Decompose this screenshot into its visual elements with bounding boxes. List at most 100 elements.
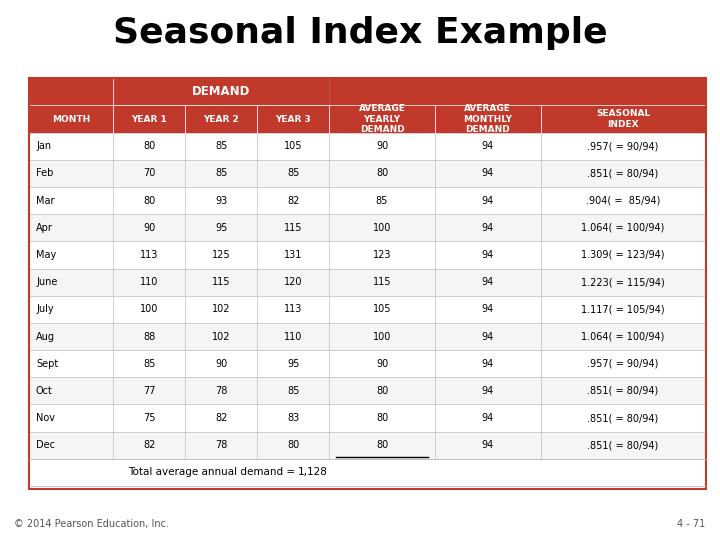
Text: 120: 120 [284,277,302,287]
Bar [114,160,185,187]
Text: 1.309( = 123/94): 1.309( = 123/94) [581,250,665,260]
Text: 94: 94 [482,359,494,369]
Text: DEMAND: DEMAND [192,85,251,98]
Text: 83: 83 [287,413,300,423]
Text: 85: 85 [287,386,300,396]
Text: 1.064( = 100/94): 1.064( = 100/94) [582,223,665,233]
Bar [541,404,706,431]
Bar [29,377,114,404]
Bar [435,214,541,241]
Text: 94: 94 [482,440,494,450]
Bar [114,377,185,404]
Bar [29,241,114,268]
Bar [541,133,706,160]
Bar [114,268,185,296]
Bar [114,296,185,323]
Bar [185,323,257,350]
Bar [257,133,329,160]
Bar [114,187,185,214]
Text: 113: 113 [284,305,302,314]
Bar [541,296,706,323]
Text: 1.117( = 105/94): 1.117( = 105/94) [581,305,665,314]
Bar [29,133,114,160]
Bar [29,160,114,187]
Text: 78: 78 [215,386,228,396]
Bar [435,160,541,187]
Bar [435,323,541,350]
Text: 85: 85 [143,359,156,369]
Text: 82: 82 [287,195,300,206]
Text: 94: 94 [482,305,494,314]
Text: .957( = 90/94): .957( = 90/94) [588,141,659,151]
Text: 80: 80 [376,413,388,423]
Bar [329,377,435,404]
Text: .851( = 80/94): .851( = 80/94) [588,168,659,178]
Bar [29,296,114,323]
Bar [435,133,541,160]
Bar [435,241,541,268]
Text: Seasonal Index Example: Seasonal Index Example [113,16,607,50]
Bar [329,133,435,160]
Text: 82: 82 [215,413,228,423]
Bar [435,187,541,214]
Text: 4 - 71: 4 - 71 [678,519,706,529]
Bar [185,350,257,377]
Text: 85: 85 [215,141,228,151]
Bar [29,268,114,296]
Bar [257,160,329,187]
Bar [435,105,541,133]
Text: 77: 77 [143,386,156,396]
Text: 80: 80 [143,195,156,206]
Text: .851( = 80/94): .851( = 80/94) [588,386,659,396]
Text: AVERAGE
MONTHLY
DEMAND: AVERAGE MONTHLY DEMAND [463,104,512,134]
Bar [329,296,435,323]
Bar [114,323,185,350]
Text: May: May [36,250,56,260]
Text: 115: 115 [373,277,391,287]
Bar [29,105,114,133]
Bar [541,268,706,296]
Text: 94: 94 [482,168,494,178]
Text: 105: 105 [373,305,391,314]
Bar [541,431,706,459]
Bar [257,296,329,323]
Text: SEASONAL
INDEX: SEASONAL INDEX [596,110,650,129]
Text: 94: 94 [482,386,494,396]
Bar [257,323,329,350]
Text: 94: 94 [482,141,494,151]
Text: .851( = 80/94): .851( = 80/94) [588,440,659,450]
Text: 110: 110 [284,332,302,341]
Bar [185,105,257,133]
Text: YEAR 3: YEAR 3 [275,114,311,124]
Bar [29,431,114,459]
Bar [114,105,185,133]
Bar [329,214,435,241]
Bar [257,268,329,296]
Bar [435,268,541,296]
Bar [114,214,185,241]
Text: 78: 78 [215,440,228,450]
Bar [114,404,185,431]
Text: 80: 80 [376,168,388,178]
Text: 85: 85 [215,168,228,178]
Bar [329,268,435,296]
Text: June: June [36,277,58,287]
Bar [541,323,706,350]
Bar [257,377,329,404]
Text: 90: 90 [376,141,388,151]
Text: 125: 125 [212,250,230,260]
Text: 1.223( = 115/94): 1.223( = 115/94) [581,277,665,287]
Bar [29,350,114,377]
Text: 94: 94 [482,413,494,423]
Bar [185,187,257,214]
Text: 102: 102 [212,332,230,341]
Text: MONTH: MONTH [52,114,90,124]
Text: Oct: Oct [36,386,53,396]
Bar [114,78,329,105]
Text: Jan: Jan [36,141,51,151]
Bar [541,78,706,105]
Bar [257,404,329,431]
Bar [185,377,257,404]
Text: 80: 80 [376,386,388,396]
Text: .957( = 90/94): .957( = 90/94) [588,359,659,369]
